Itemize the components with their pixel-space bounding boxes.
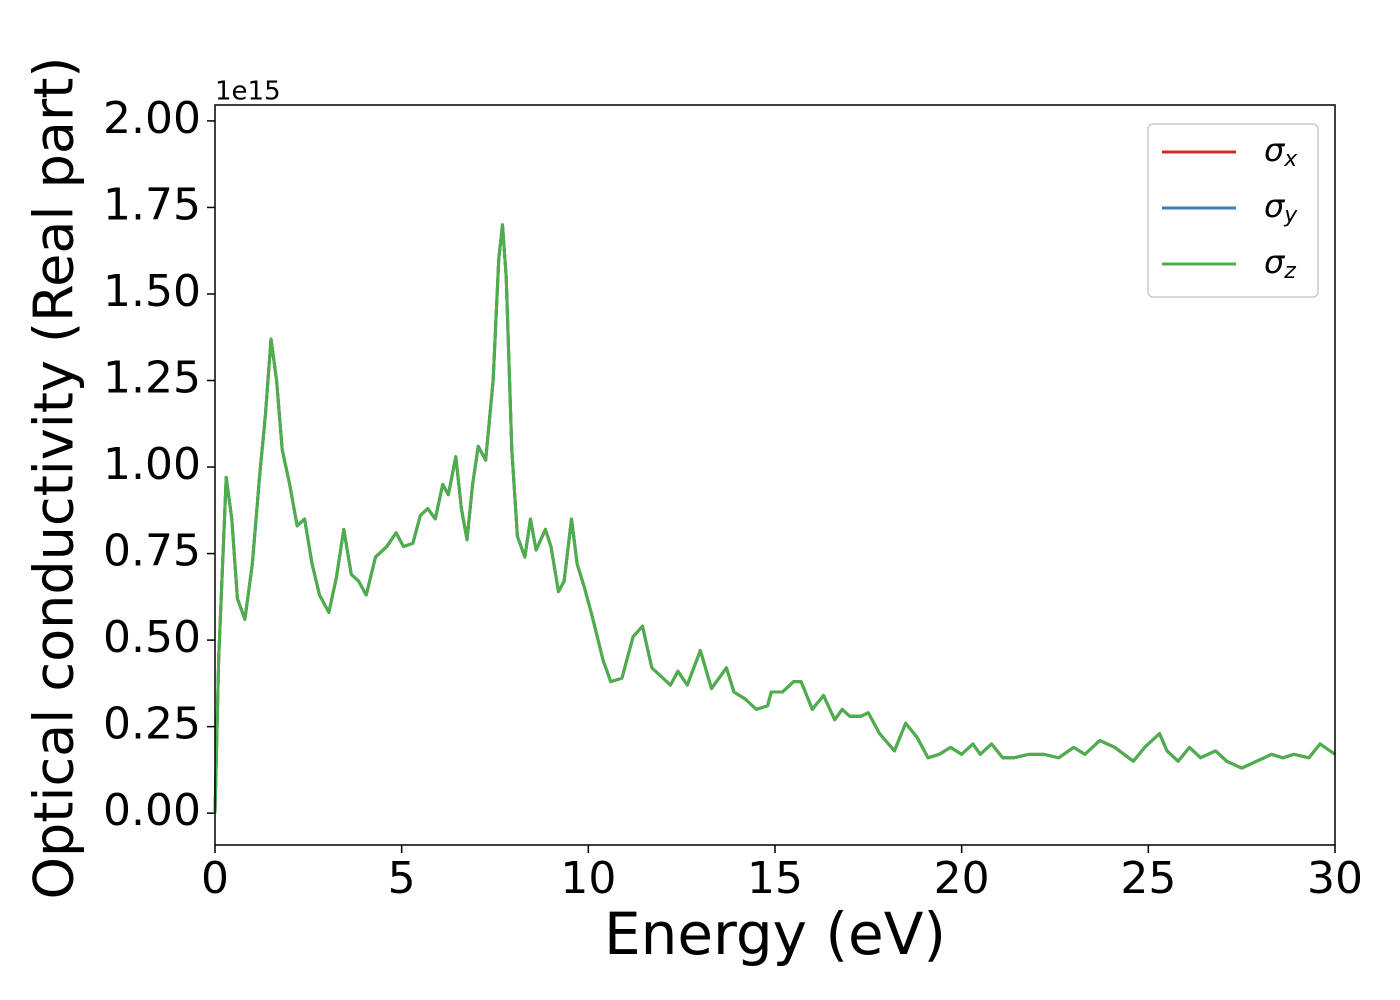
y-tick-label: 2.00 <box>103 93 201 144</box>
series-line <box>213 223 1336 814</box>
legend-label: σx <box>1264 131 1298 172</box>
y-tick-label: 0.75 <box>103 526 201 577</box>
plot-frame <box>214 104 1336 846</box>
series-line <box>213 223 1336 814</box>
legend-box <box>1147 123 1319 298</box>
y-tick-label: 0.25 <box>103 699 201 750</box>
y-offset-label: 1e15 <box>215 77 281 107</box>
x-tick-label: 0 <box>201 853 229 904</box>
legend-label: σy <box>1264 187 1298 228</box>
x-tick-label: 20 <box>934 853 990 904</box>
x-tick-label: 15 <box>747 853 803 904</box>
y-tick-label: 1.00 <box>103 439 201 490</box>
x-tick-label: 30 <box>1307 853 1363 904</box>
x-axis-label: Energy (eV) <box>604 900 946 968</box>
y-tick-label: 0.00 <box>103 785 201 836</box>
y-tick-label: 1.25 <box>103 353 201 404</box>
y-axis-label: Optical conductivity (Real part) <box>23 57 86 900</box>
x-tick-label: 25 <box>1120 853 1176 904</box>
x-tick-label: 10 <box>560 853 616 904</box>
x-tick-label: 5 <box>388 853 416 904</box>
y-tick-label: 1.75 <box>103 179 201 230</box>
legend-label: σz <box>1264 243 1296 284</box>
y-tick-label: 0.50 <box>103 612 201 663</box>
y-tick-label: 1.50 <box>103 266 201 317</box>
series-line <box>213 223 1336 814</box>
